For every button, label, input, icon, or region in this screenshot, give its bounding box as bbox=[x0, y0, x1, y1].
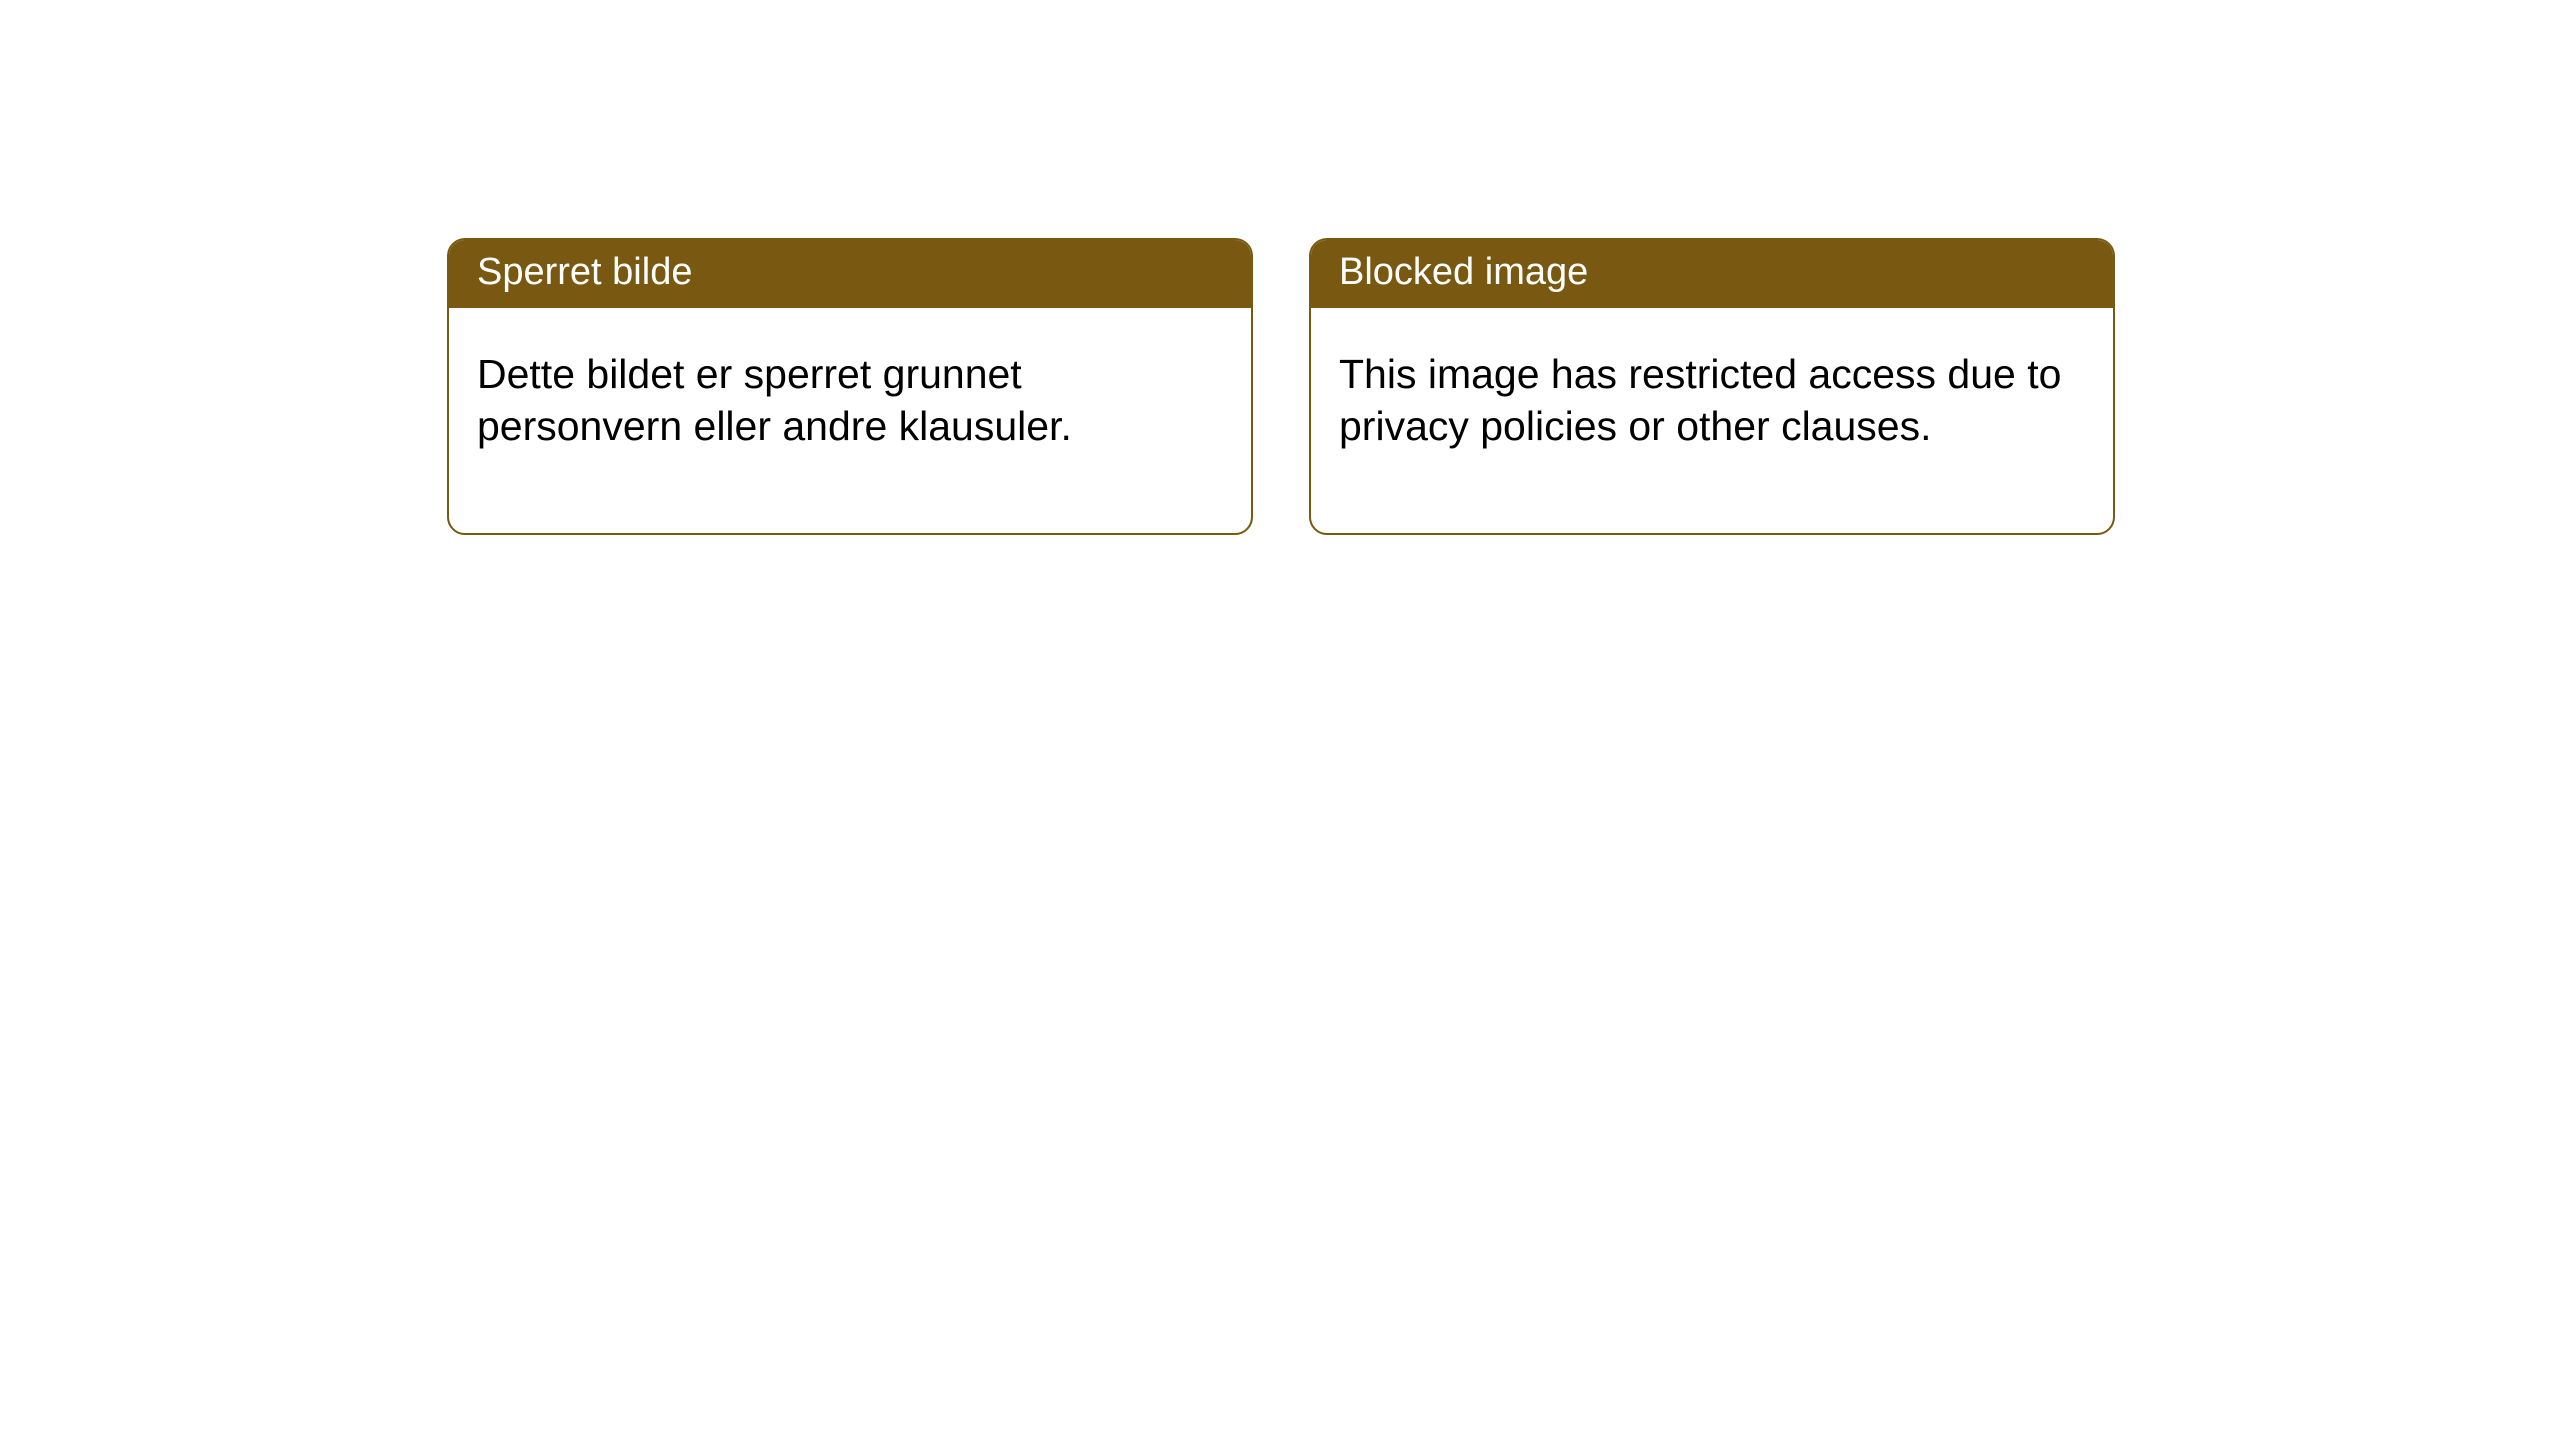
notice-card-english: Blocked image This image has restricted … bbox=[1309, 238, 2115, 535]
notice-body: This image has restricted access due to … bbox=[1311, 308, 2113, 533]
notice-header: Blocked image bbox=[1311, 240, 2113, 308]
notice-header: Sperret bilde bbox=[449, 240, 1251, 308]
notice-body: Dette bildet er sperret grunnet personve… bbox=[449, 308, 1251, 533]
notice-card-norwegian: Sperret bilde Dette bildet er sperret gr… bbox=[447, 238, 1253, 535]
notice-cards-container: Sperret bilde Dette bildet er sperret gr… bbox=[447, 238, 2560, 535]
